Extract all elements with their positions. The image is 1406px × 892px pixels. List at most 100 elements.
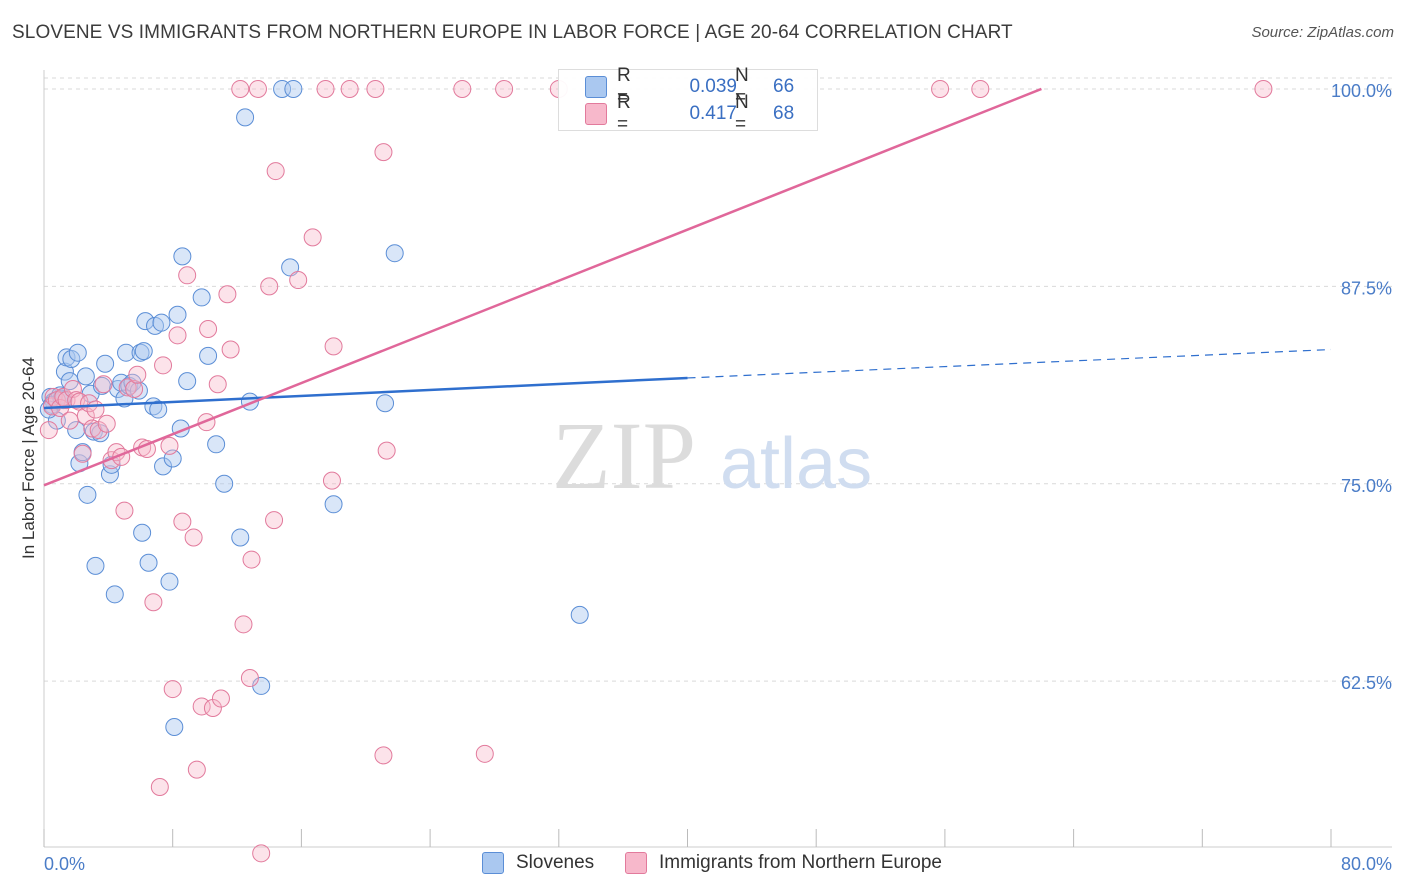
immigrants-point bbox=[1254, 79, 1273, 98]
trend-lines bbox=[43, 87, 1332, 487]
immigrants-point bbox=[340, 79, 359, 98]
immigrants-point bbox=[115, 501, 134, 520]
immigrants-point bbox=[57, 391, 76, 410]
slovenes-point bbox=[281, 258, 300, 277]
slovenes-point bbox=[570, 605, 589, 624]
legend-n-label: N = bbox=[735, 65, 749, 108]
slovenes-point bbox=[86, 556, 105, 575]
slovenes-points bbox=[39, 79, 589, 736]
immigrants-point bbox=[289, 271, 308, 290]
immigrants-point bbox=[324, 337, 343, 356]
immigrants-point bbox=[86, 400, 105, 419]
slovenes-point bbox=[192, 288, 211, 307]
immigrants-trend-line bbox=[43, 87, 1042, 487]
gridlines bbox=[44, 77, 1392, 682]
slovenes-point bbox=[324, 495, 343, 514]
slovenes-point bbox=[136, 312, 155, 331]
immigrants-point bbox=[221, 340, 240, 359]
immigrants-point bbox=[118, 378, 137, 397]
immigrants-point bbox=[303, 228, 322, 247]
slovenes-point bbox=[152, 313, 171, 332]
legend-r-value: 0.417 bbox=[689, 103, 737, 124]
slovenes-point bbox=[376, 394, 395, 413]
slovenes-point bbox=[139, 553, 158, 572]
slovenes-point bbox=[117, 343, 136, 362]
y-tick-label: 62.5% bbox=[1341, 673, 1392, 693]
slovenes-point bbox=[231, 528, 250, 547]
immigrants-point bbox=[252, 844, 271, 863]
slovenes-point bbox=[215, 474, 234, 493]
immigrants-point bbox=[163, 680, 182, 699]
x-tick-label: 80.0% bbox=[1341, 854, 1392, 874]
immigrants-point bbox=[971, 79, 990, 98]
immigrants-point bbox=[73, 444, 92, 463]
immigrants-point bbox=[199, 320, 218, 338]
watermark-atlas: atlas bbox=[720, 424, 872, 504]
immigrants-point bbox=[154, 356, 173, 375]
legend-n-value: 68 bbox=[773, 103, 795, 124]
immigrants-point bbox=[374, 143, 393, 162]
y-axis-label: In Labor Force | Age 20-64 bbox=[19, 357, 38, 559]
series-swatch-immigrants bbox=[625, 852, 647, 874]
slovenes-point bbox=[207, 435, 226, 454]
immigrants-point bbox=[187, 760, 206, 779]
axes bbox=[43, 70, 1392, 848]
immigrants-point bbox=[266, 162, 285, 181]
immigrants-point bbox=[231, 79, 250, 98]
immigrants-point bbox=[211, 689, 230, 708]
immigrants-point bbox=[39, 421, 58, 440]
immigrants-point bbox=[265, 511, 284, 530]
immigrants-point bbox=[248, 79, 267, 98]
immigrants-point bbox=[184, 528, 203, 547]
series-label-slovenes: Slovenes bbox=[516, 852, 595, 873]
slovenes-point bbox=[284, 79, 303, 98]
slovenes-point bbox=[62, 350, 81, 369]
correlation-legend: R = 0.039 N = 66 R = 0.417 N = 68 bbox=[558, 65, 818, 135]
immigrants-point bbox=[377, 441, 396, 460]
immigrants-point bbox=[128, 365, 147, 384]
slovenes-point bbox=[154, 457, 173, 476]
chart-source: Source: ZipAtlas.com bbox=[1251, 24, 1394, 41]
immigrants-point bbox=[125, 380, 144, 399]
slovenes-point bbox=[68, 343, 87, 362]
immigrants-point bbox=[208, 375, 227, 394]
legend-n-value: 66 bbox=[773, 76, 795, 97]
y-tick-label: 87.5% bbox=[1341, 278, 1392, 298]
slovenes-point bbox=[78, 485, 97, 504]
legend-n-label: N = bbox=[735, 92, 749, 135]
legend-r-label: R = bbox=[617, 65, 631, 108]
immigrants-point bbox=[453, 79, 472, 98]
slovenes-point bbox=[178, 372, 197, 391]
slovenes-trend-line bbox=[43, 376, 688, 410]
slovenes-point bbox=[165, 717, 184, 736]
legend-r-value: 0.039 bbox=[689, 76, 737, 97]
slovenes-point bbox=[100, 465, 119, 484]
series-legend-immigrants[interactable]: Immigrants from Northern Europe bbox=[625, 852, 942, 874]
immigrants-point bbox=[234, 615, 253, 634]
immigrants-point bbox=[173, 512, 192, 531]
slovenes-point bbox=[173, 247, 192, 266]
slovenes-point bbox=[134, 342, 153, 361]
immigrants-point bbox=[192, 697, 211, 716]
legend-r-label: R = bbox=[617, 92, 631, 135]
y-tick-label: 75.0% bbox=[1341, 476, 1392, 496]
immigrants-points bbox=[39, 79, 1273, 863]
series-legend-slovenes[interactable]: Slovenes bbox=[482, 852, 594, 874]
legend-swatch-immigrants bbox=[585, 103, 607, 125]
immigrants-point bbox=[83, 419, 102, 438]
immigrants-point bbox=[242, 550, 261, 569]
immigrants-point bbox=[178, 266, 197, 285]
immigrants-point bbox=[94, 375, 113, 394]
immigrants-point bbox=[316, 79, 335, 98]
slovenes-point bbox=[199, 346, 218, 365]
slovenes-point bbox=[133, 523, 152, 542]
immigrants-point bbox=[60, 411, 79, 430]
immigrants-point bbox=[97, 414, 116, 433]
slovenes-point bbox=[160, 572, 179, 591]
y-tick-label: 100.0% bbox=[1331, 81, 1392, 101]
slovenes-point bbox=[67, 421, 86, 440]
series-label-immigrants: Immigrants from Northern Europe bbox=[659, 852, 942, 873]
slovenes-point bbox=[96, 354, 115, 373]
immigrants-point bbox=[260, 277, 279, 296]
